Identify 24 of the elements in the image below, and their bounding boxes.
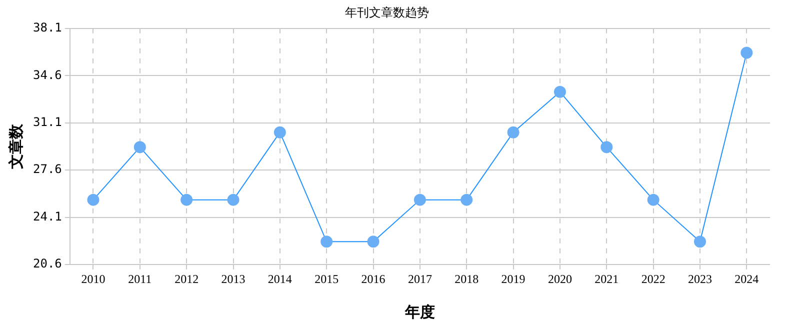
y-tick-label: 31.1: [32, 115, 62, 130]
x-tick-label: 2011: [128, 272, 152, 286]
y-tick-label: 24.1: [32, 209, 62, 224]
x-tick-label: 2020: [548, 272, 572, 286]
x-tick-label: 2014: [268, 272, 292, 286]
x-tick-label: 2019: [501, 272, 526, 286]
x-tick-label: 2015: [314, 272, 339, 286]
x-tick-label: 2013: [221, 272, 246, 286]
x-tick-label: 2024: [734, 272, 759, 286]
x-tick-label: 2021: [594, 272, 619, 286]
y-tick-label: 20.6: [32, 256, 62, 271]
chart-title: 年刊文章数趋势: [345, 5, 429, 20]
x-tick-label: 2023: [688, 272, 712, 286]
x-axis-title: 年度: [404, 302, 435, 321]
x-tick-label: 2022: [641, 272, 666, 286]
x-tick-label: 2018: [454, 272, 479, 286]
y-tick-label: 38.1: [32, 20, 62, 35]
x-tick-label: 2016: [361, 272, 386, 286]
y-tick-label: 27.6: [32, 162, 62, 176]
y-axis-title: 文章数: [6, 123, 25, 170]
x-tick-label: 2010: [81, 272, 106, 286]
y-tick-label: 34.6: [32, 68, 62, 82]
x-tick-label: 2017: [408, 272, 432, 286]
x-tick-label: 2012: [174, 272, 199, 286]
